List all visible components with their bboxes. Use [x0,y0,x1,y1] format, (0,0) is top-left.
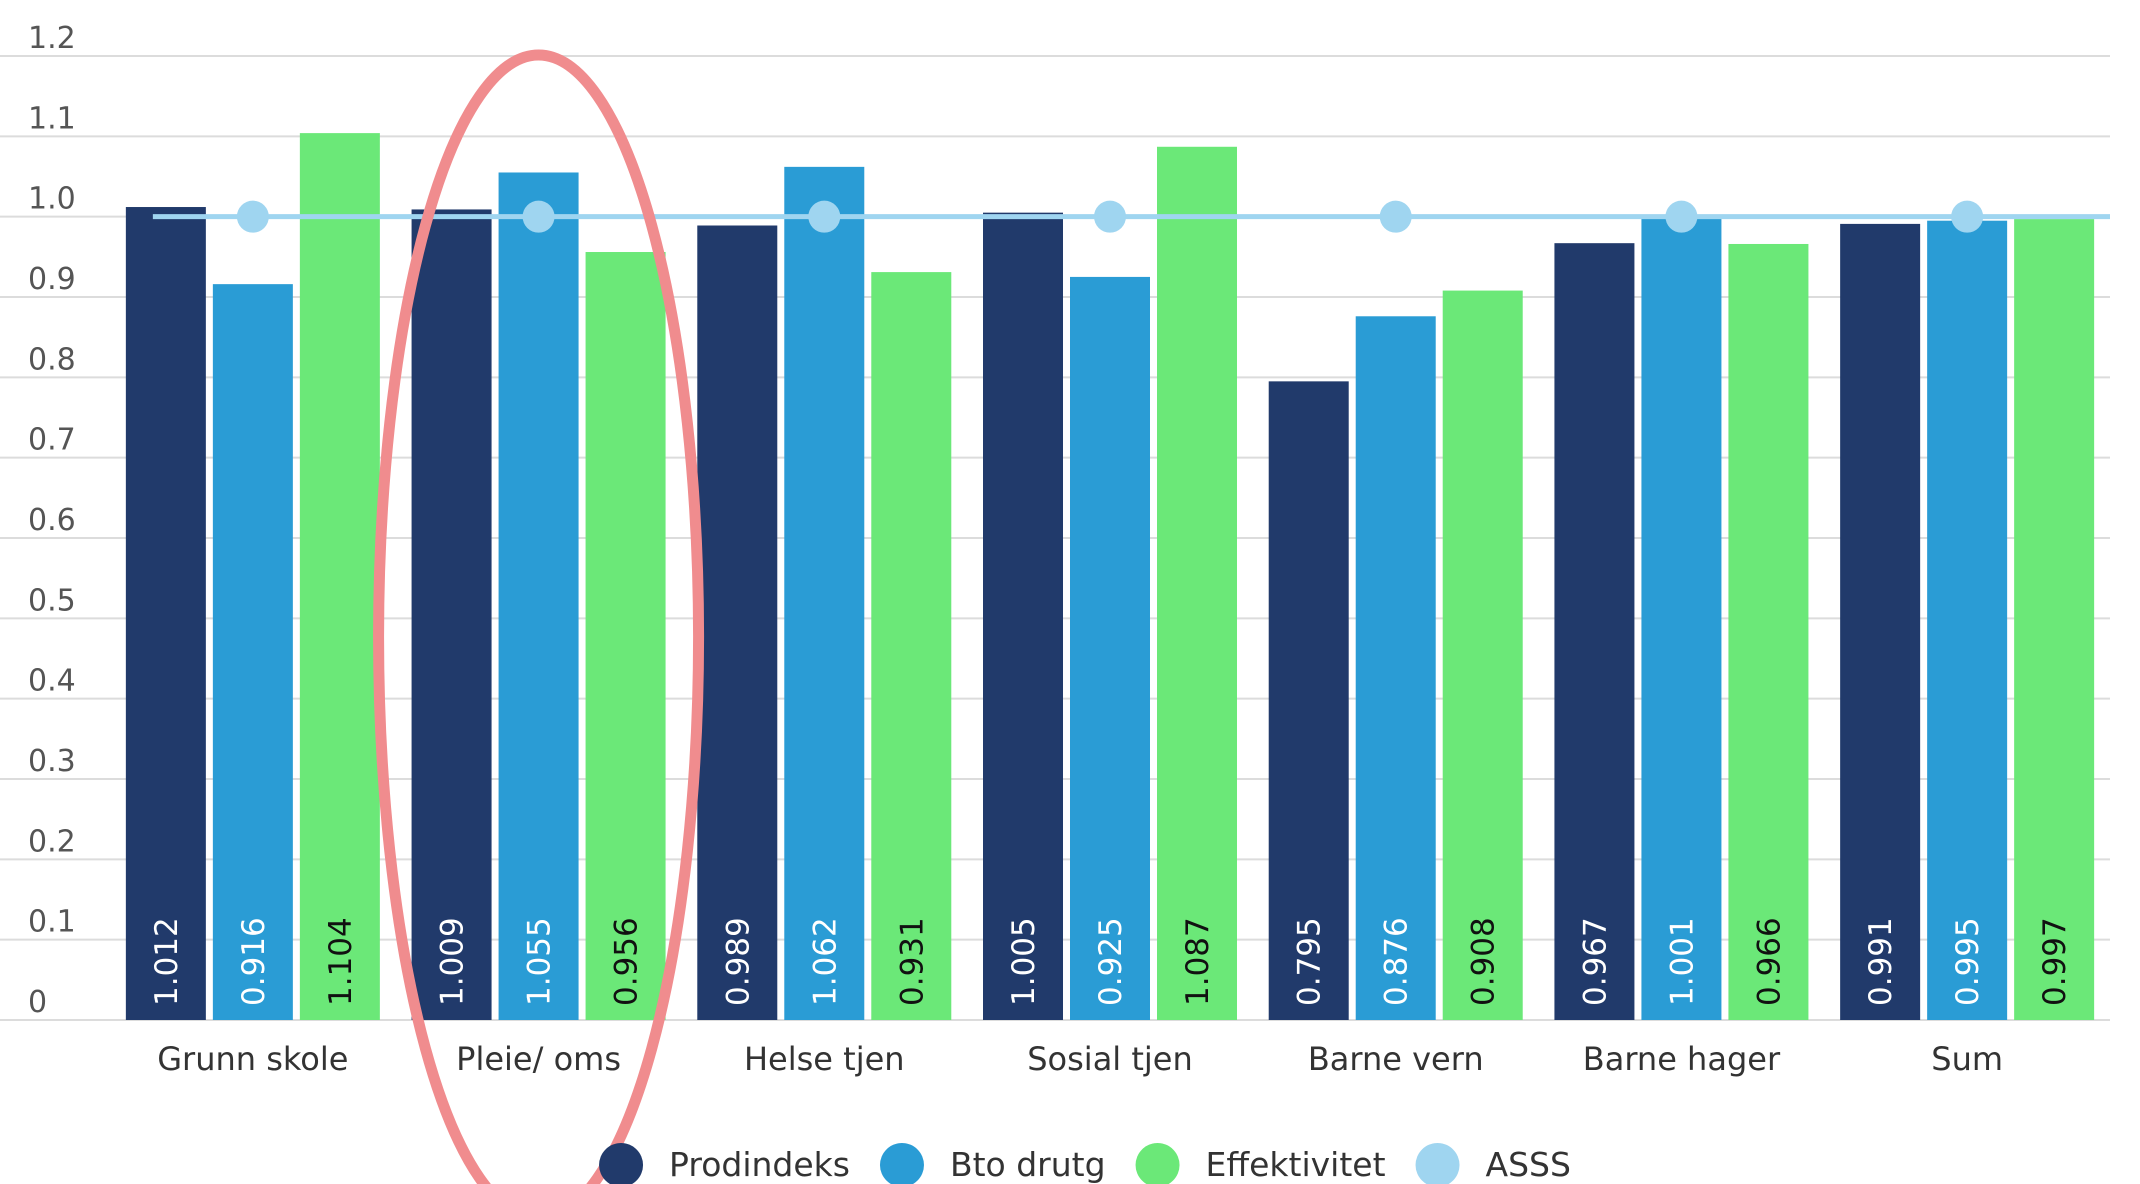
bar-bto-drutg-helse-tjen [784,166,865,1021]
bar-effektivitet-sosial-tjen [1157,146,1237,1020]
data-label-prodindeks-grunn-skole: 1.012 [149,917,185,1006]
y-tick-label: 0.6 [28,503,76,538]
data-label-bto-drutg-barne-hager: 1.001 [1664,917,1700,1006]
data-label-bto-drutg-grunn-skole: 0.916 [236,917,272,1006]
bar-prodindeks-sum [1840,223,1921,1020]
legend: Prodindeks Bto drutg Effektivitet ASSS [599,1143,1571,1184]
data-label-prodindeks-sum: 0.991 [1863,917,1899,1006]
y-tick-label: 0.3 [28,744,76,779]
x-tick-label: Sum [1931,1040,2003,1078]
asss-point-grunn-skole [236,200,269,233]
asss-point-barne-vern [1379,200,1412,233]
highlight-annotation [373,49,705,1184]
x-tick-label: Barne vern [1308,1040,1484,1078]
bar-prodindeks-barne-hager [1554,243,1635,1021]
y-tick-label: 0.8 [28,342,76,377]
data-label-bto-drutg-sosial-tjen: 0.925 [1093,917,1129,1006]
legend-marker-bto-drutg [879,1143,924,1184]
x-tick-label: Grunn skole [157,1040,348,1078]
highlight-ellipse [373,49,705,1184]
asss-point-barne-hager [1665,200,1698,233]
legend-label-bto-drutg: Bto drutg [950,1145,1106,1184]
data-label-prodindeks-pleie-oms: 1.009 [435,917,471,1006]
bar-effektivitet-helse-tjen [871,272,952,1020]
y-tick-label: 1.0 [28,182,76,217]
bar-prodindeks-grunn-skole [125,207,206,1020]
y-tick-label: 1.2 [28,21,76,56]
data-label-prodindeks-barne-hager: 0.967 [1577,917,1613,1006]
data-label-prodindeks-barne-vern: 0.795 [1292,917,1328,1006]
asss-point-pleie-oms [522,200,555,233]
bar-bto-drutg-barne-vern [1355,316,1436,1020]
bar-bto-drutg-sum [1927,220,2008,1020]
data-label-prodindeks-helse-tjen: 0.989 [720,917,756,1006]
data-label-prodindeks-sosial-tjen: 1.005 [1006,917,1042,1006]
data-label-effektivitet-grunn-skole: 1.104 [323,917,359,1006]
asss-line-series [152,200,2110,233]
data-label-effektivitet-sum: 0.997 [2037,917,2073,1006]
data-label-bto-drutg-helse-tjen: 1.062 [807,917,843,1006]
y-tick-label: 0.7 [28,423,76,458]
x-tick-label: Sosial tjen [1027,1040,1193,1078]
x-tick-label: Helse tjen [744,1040,905,1078]
y-tick-label: 0.5 [28,583,76,618]
y-tick-label: 0.9 [28,262,76,297]
data-label-bto-drutg-sum: 0.995 [1950,917,1986,1006]
bars: 1.012 0.916 1.104 1.009 1.055 0.956 0.989 1.062… [125,133,2095,1021]
y-axis: 0 0.1 0.2 0.3 0.4 0.5 0.6 0.7 0.8 0.9 1.0 1.1 1.2 [28,21,76,1020]
data-label-bto-drutg-barne-vern: 0.876 [1379,917,1415,1006]
asss-point-helse-tjen [808,200,841,233]
x-tick-label: Barne hager [1583,1040,1781,1078]
legend-marker-prodindeks [599,1143,644,1184]
data-label-effektivitet-pleie-oms: 0.956 [609,917,645,1006]
data-label-effektivitet-barne-vern: 0.908 [1466,917,1502,1006]
bar-effektivitet-grunn-skole [299,133,380,1020]
bar-prodindeks-sosial-tjen [983,212,1063,1020]
y-tick-label: 0.1 [28,905,76,940]
data-label-effektivitet-sosial-tjen: 1.087 [1180,917,1216,1006]
legend-label-prodindeks: Prodindeks [669,1145,850,1184]
bar-prodindeks-helse-tjen [697,225,778,1021]
legend-label-effektivitet: Effektivitet [1206,1145,1386,1184]
x-axis: Grunn skole Pleie/ oms Helse tjen Sosial tj… [157,1040,2003,1078]
bar-bto-drutg-pleie-oms [498,172,579,1020]
data-label-effektivitet-barne-hager: 0.966 [1751,917,1787,1006]
bar-effektivitet-barne-hager [1728,243,1809,1021]
bar-effektivitet-barne-vern [1442,290,1523,1020]
y-tick-label: 1.1 [28,101,76,136]
y-tick-label: 0.2 [28,824,76,859]
bar-bto-drutg-sosial-tjen [1070,276,1150,1021]
data-label-bto-drutg-pleie-oms: 1.055 [522,917,558,1006]
bar-bto-drutg-grunn-skole [212,284,293,1020]
bar-prodindeks-pleie-oms [411,209,492,1021]
legend-marker-effektivitet [1135,1143,1180,1184]
asss-point-sum [1951,200,1984,233]
bar-effektivitet-sum [2014,219,2095,1020]
data-label-effektivitet-helse-tjen: 0.931 [894,917,930,1006]
y-tick-label: 0.4 [28,664,76,699]
bar-bto-drutg-barne-hager [1641,215,1722,1020]
asss-point-sosial-tjen [1094,200,1126,233]
legend-label-asss: ASSS [1486,1145,1571,1184]
legend-marker-asss [1415,1143,1460,1184]
bar-effektivitet-pleie-oms [585,252,666,1021]
bar-prodindeks-barne-vern [1268,381,1349,1021]
y-tick-label: 0 [28,985,47,1020]
x-tick-label: Pleie/ oms [456,1040,621,1078]
